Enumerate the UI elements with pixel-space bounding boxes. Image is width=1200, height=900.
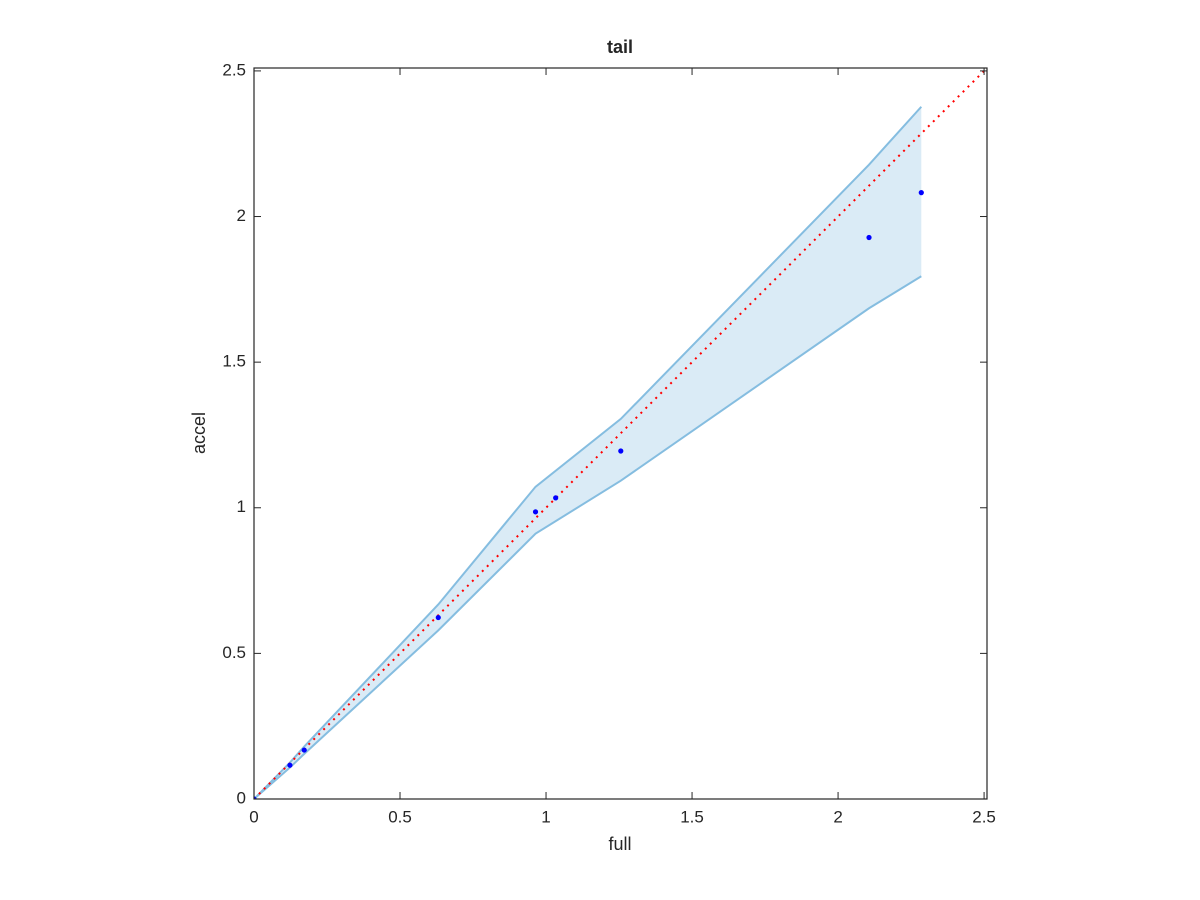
x-tick-label: 2.5 bbox=[972, 807, 996, 826]
y-tick-label: 2.5 bbox=[222, 60, 246, 79]
x-tick-label: 0 bbox=[249, 807, 258, 826]
point bbox=[866, 234, 872, 241]
plot-area bbox=[254, 68, 987, 799]
point bbox=[287, 762, 293, 768]
axes-box bbox=[253, 67, 988, 800]
x-tick-label: 0.5 bbox=[388, 807, 412, 826]
y-tick-label: 2 bbox=[237, 206, 246, 225]
x-axis-label: full bbox=[608, 834, 631, 854]
x-tick-label: 2 bbox=[833, 807, 842, 826]
point bbox=[435, 614, 441, 621]
chart-title: tail bbox=[607, 37, 633, 57]
y-tick-label: 0.5 bbox=[222, 643, 246, 662]
point bbox=[532, 509, 539, 515]
point bbox=[918, 190, 924, 196]
band-fill bbox=[254, 106, 922, 799]
y-tick-label: 1.5 bbox=[222, 352, 246, 371]
point bbox=[618, 448, 624, 454]
point bbox=[301, 747, 307, 753]
y-tick-label: 0 bbox=[237, 788, 246, 807]
band-upper bbox=[254, 106, 923, 799]
y-tick-label: 1 bbox=[237, 497, 246, 516]
reference-line bbox=[254, 68, 987, 799]
point bbox=[254, 796, 257, 799]
point bbox=[553, 495, 559, 501]
x-tick-label: 1.5 bbox=[680, 807, 704, 826]
x-tick-label: 1 bbox=[541, 807, 550, 826]
y-axis-label: accel bbox=[189, 412, 209, 454]
